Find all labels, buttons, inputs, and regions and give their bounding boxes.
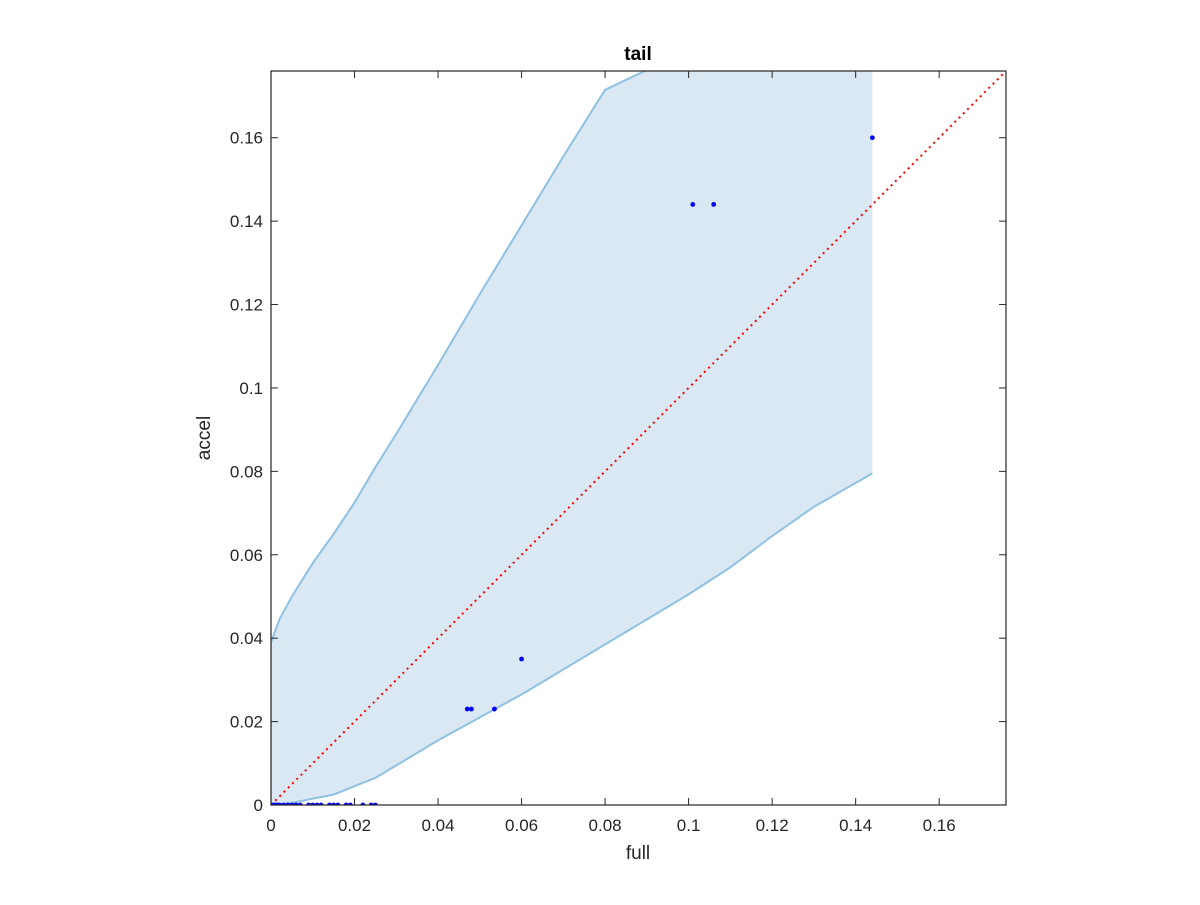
y-tick-label: 0.16 xyxy=(230,129,263,148)
data-point xyxy=(519,656,524,662)
x-tick-label: 0 xyxy=(266,816,275,835)
plot-content xyxy=(271,71,1006,805)
data-point xyxy=(464,706,470,712)
chart-title: tail xyxy=(624,44,651,65)
data-point xyxy=(492,706,497,712)
x-axis-ticks: 0 0.02 0.04 0.06 0.08 0.1 0.12 0.14 0.16 xyxy=(266,71,956,835)
y-axis-ticks: 0 0.02 0.04 0.06 0.08 0.1 0.12 0.14 0.16 xyxy=(230,129,1006,815)
y-tick-label: 0.14 xyxy=(230,212,263,231)
x-tick-label: 0.14 xyxy=(839,816,872,835)
y-axis-label: accel xyxy=(194,416,215,460)
x-axis-label: full xyxy=(626,843,650,864)
x-tick-label: 0.06 xyxy=(505,816,538,835)
x-tick-label: 0.08 xyxy=(589,816,622,835)
y-tick-label: 0.1 xyxy=(239,379,263,398)
x-tick-label: 0.12 xyxy=(756,816,789,835)
y-tick-label: 0 xyxy=(254,796,263,815)
x-tick-label: 0.04 xyxy=(421,816,454,835)
reference-line xyxy=(271,71,1006,805)
data-point xyxy=(869,135,875,141)
band-upper-edge xyxy=(271,71,646,643)
data-point xyxy=(690,202,696,207)
x-tick-label: 0.16 xyxy=(923,816,956,835)
y-tick-label: 0.04 xyxy=(230,629,263,648)
x-tick-label: 0.1 xyxy=(677,816,701,835)
y-tick-label: 0.08 xyxy=(230,462,263,481)
x-tick-label: 0.02 xyxy=(338,816,371,835)
y-tick-label: 0.02 xyxy=(230,713,263,732)
y-tick-label: 0.06 xyxy=(230,546,263,565)
band-lower-edge xyxy=(271,472,873,805)
y-tick-label: 0.12 xyxy=(230,296,263,315)
confidence-band xyxy=(271,71,873,805)
data-point xyxy=(711,202,717,207)
data-point xyxy=(469,706,474,712)
plot-area xyxy=(270,70,1007,806)
axes-box xyxy=(270,70,1007,806)
